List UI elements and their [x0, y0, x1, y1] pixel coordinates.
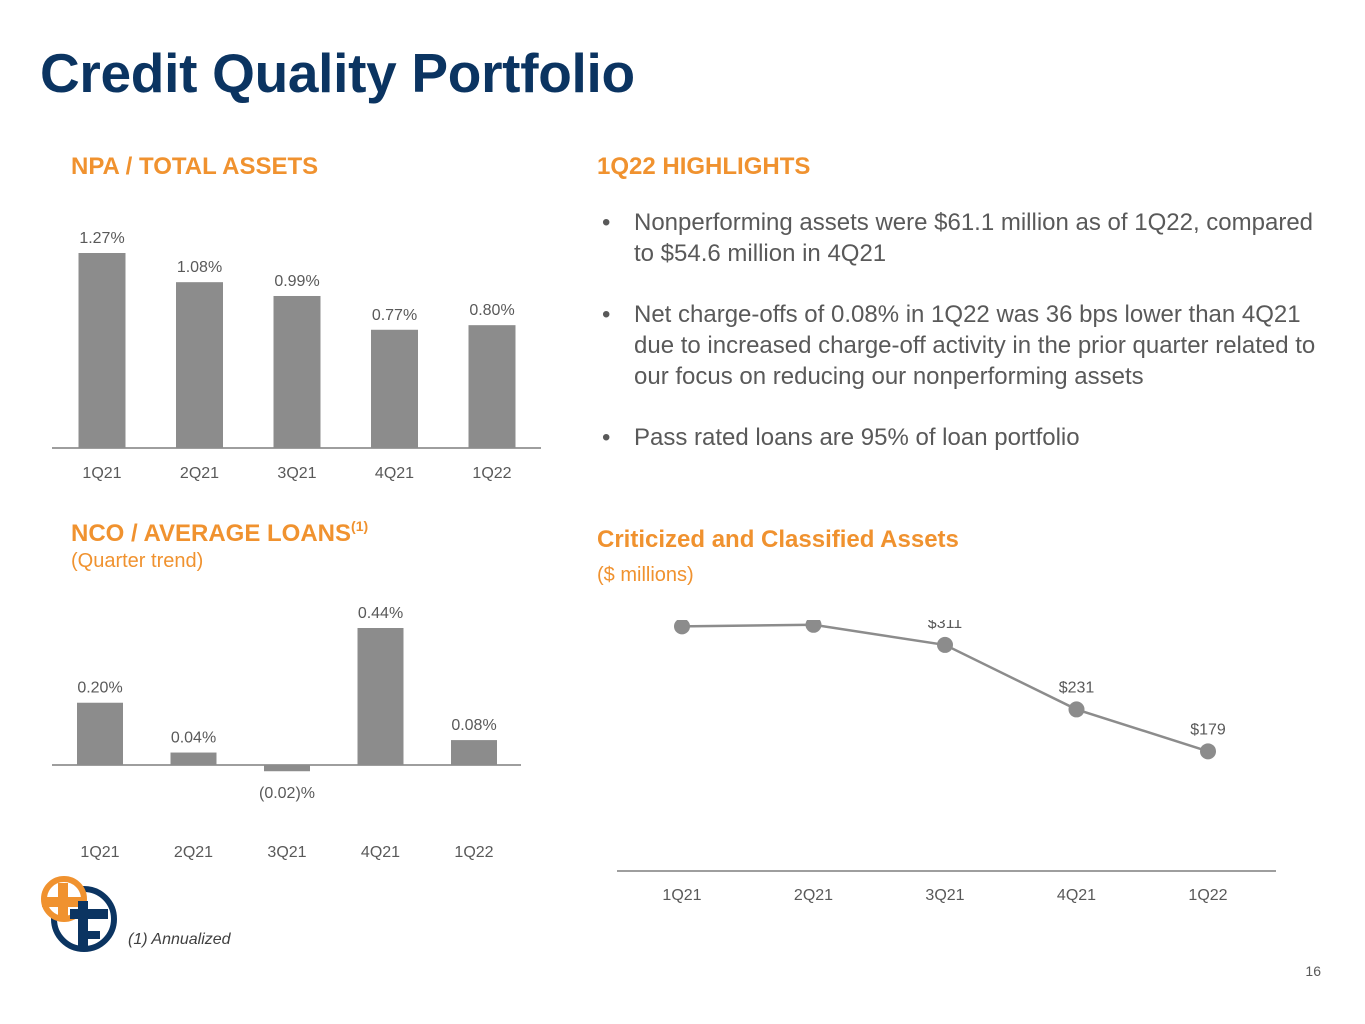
bar-3Q21 — [273, 295, 321, 448]
npa-heading: NPA / TOTAL ASSETS — [71, 153, 319, 180]
point-1Q22 — [1200, 743, 1216, 760]
bar-1Q21 — [77, 702, 123, 765]
point-4Q21 — [1068, 701, 1085, 718]
highlight-item: Net charge-offs of 0.08% in 1Q22 was 36 … — [598, 299, 1328, 392]
bar-2Q21 — [170, 752, 217, 765]
bar-2Q21 — [176, 282, 223, 448]
x-tick-label-1Q21: 1Q21 — [662, 887, 701, 904]
page-title: Credit Quality Portfolio — [40, 42, 635, 104]
data-label-4Q21: $231 — [1059, 679, 1095, 696]
data-label-1Q22: $179 — [1190, 721, 1226, 738]
data-label-3Q21: $311 — [928, 620, 963, 632]
footnote: (1) Annualized — [128, 931, 231, 948]
point-3Q21 — [937, 636, 953, 653]
data-label-1Q21: 1.27% — [79, 230, 124, 247]
criticized-subheading: ($ millions) — [597, 564, 694, 586]
npa-bar-chart: 1.27% 1Q21 1.08% 2Q21 0.99% 3Q21 0.77% 4Q21 0.80… — [52, 230, 541, 482]
x-tick-label-3Q21: 3Q21 — [277, 465, 316, 482]
data-label-3Q21: 0.99% — [274, 273, 319, 290]
x-tick-label-2Q21: 2Q21 — [794, 887, 833, 904]
data-label-2Q21: 1.08% — [177, 259, 222, 276]
x-tick-label-1Q22: 1Q22 — [1188, 887, 1227, 904]
x-tick-label-4Q21: 4Q21 — [375, 465, 414, 482]
nco-heading: NCO / AVERAGE LOANS(1) — [71, 512, 368, 548]
nco-subheading: (Quarter trend) — [71, 550, 204, 572]
x-tick-label-3Q21: 3Q21 — [267, 844, 306, 861]
highlights-list: Nonperforming assets were $61.1 million … — [598, 207, 1328, 483]
data-label-1Q21: 0.20% — [77, 680, 122, 697]
x-tick-label-3Q21: 3Q21 — [925, 887, 964, 904]
x-tick-label-2Q21: 2Q21 — [180, 465, 219, 482]
data-label-1Q22: 0.80% — [469, 302, 514, 319]
x-tick-label-4Q21: 4Q21 — [361, 844, 400, 861]
data-label-1Q22: 0.08% — [451, 717, 496, 734]
data-label-4Q21: 0.44% — [358, 605, 403, 622]
criticized-heading: Criticized and Classified Assets — [597, 526, 959, 553]
nco-heading-text: NCO / AVERAGE LOANS — [71, 520, 352, 547]
x-tick-label-1Q22: 1Q22 — [454, 844, 493, 861]
nco-heading-footnote-marker: (1) — [351, 518, 369, 534]
x-tick-label-2Q21: 2Q21 — [174, 844, 213, 861]
bar-4Q21 — [371, 329, 418, 448]
highlights-heading: 1Q22 HIGHLIGHTS — [597, 153, 811, 180]
nco-bar-chart: 0.20% 1Q21 0.04% 2Q21 (0.02)% 3Q21 0.44% 4Q21 0.… — [52, 605, 521, 861]
x-tick-label-1Q22: 1Q22 — [472, 465, 511, 482]
x-tick-label-1Q21: 1Q21 — [80, 844, 119, 861]
highlight-item: Nonperforming assets were $61.1 million … — [598, 207, 1328, 269]
point-2Q21 — [805, 620, 822, 633]
point-1Q21 — [674, 620, 690, 635]
data-label-4Q21: 0.77% — [372, 307, 417, 324]
company-logo — [41, 876, 117, 952]
data-label-3Q21: (0.02)% — [259, 785, 315, 802]
data-label-2Q21: 0.04% — [171, 730, 216, 747]
bar-4Q21 — [357, 628, 404, 765]
highlight-item: Pass rated loans are 95% of loan portfol… — [598, 422, 1328, 453]
page-number: 16 — [1305, 963, 1321, 979]
bar-1Q21 — [78, 253, 126, 448]
bar-3Q21 — [264, 765, 310, 772]
x-tick-label-4Q21: 4Q21 — [1057, 887, 1096, 904]
x-tick-label-1Q21: 1Q21 — [82, 465, 121, 482]
bar-1Q22 — [468, 325, 516, 448]
bar-1Q22 — [451, 740, 497, 765]
